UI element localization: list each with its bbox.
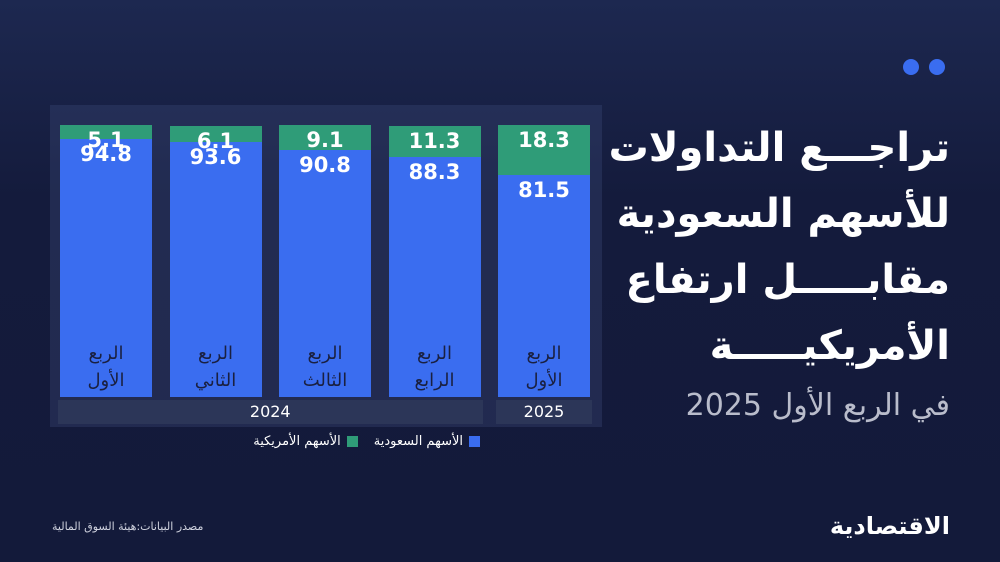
year-band: 2025 bbox=[496, 400, 592, 424]
value-label: 18.3 bbox=[518, 128, 570, 153]
value-label: 9.1 bbox=[306, 128, 344, 152]
category-label: الربع الثاني bbox=[194, 343, 237, 391]
dot bbox=[903, 59, 919, 75]
value-label: 90.8 bbox=[299, 152, 351, 177]
legend-label: الأسهم الأمريكية bbox=[253, 434, 341, 449]
category-label: الربع الثالث bbox=[302, 343, 348, 391]
bar-segment bbox=[498, 125, 590, 176]
bar-segment bbox=[279, 125, 371, 150]
bar-segment bbox=[498, 175, 590, 397]
bar-segment bbox=[60, 125, 152, 139]
category-label: الربع الأول bbox=[87, 343, 125, 391]
value-label: 94.8 bbox=[80, 141, 132, 166]
bar-segment bbox=[60, 138, 152, 397]
legend-item: الأسهم السعودية bbox=[374, 434, 480, 449]
category-label: الربع الأول bbox=[525, 343, 563, 391]
legend-label: الأسهم السعودية bbox=[373, 434, 463, 449]
bar-segment bbox=[169, 125, 262, 143]
legend-item: الأسهم الأمريكية bbox=[253, 434, 358, 449]
legend: الأسهم السعودية الأسهم الأمريكية bbox=[160, 434, 480, 449]
title-line: مقابـــــل ارتفاع bbox=[625, 257, 950, 303]
title: تراجـــع التداولات للأسهم السعودية مقابـــ… bbox=[590, 115, 950, 379]
bar-segment bbox=[169, 142, 262, 397]
dot bbox=[929, 59, 945, 75]
legend-swatch bbox=[346, 436, 358, 447]
title-line: الأمريكيـــــة bbox=[709, 323, 950, 369]
value-label: 88.3 bbox=[408, 159, 461, 184]
category-label: الربع الرابع bbox=[414, 343, 455, 391]
source: مصدر البيانات:هيئة السوق المالية bbox=[52, 520, 204, 533]
value-label: 11.3 bbox=[408, 128, 461, 153]
brand-logo: الاقتصادية bbox=[829, 512, 950, 540]
year-band: 2024 bbox=[58, 400, 483, 424]
bar-segment bbox=[388, 156, 481, 397]
title-line: تراجـــع التداولات bbox=[608, 125, 950, 171]
subtitle: في الربع الأول 2025 bbox=[685, 388, 950, 423]
value-label: 81.5 bbox=[518, 178, 570, 203]
value-label: 6.1 bbox=[196, 128, 235, 153]
legend-swatch bbox=[469, 436, 480, 447]
bar-segment bbox=[388, 125, 481, 157]
value-label: 93.6 bbox=[189, 145, 242, 170]
value-label: 5.1 bbox=[87, 128, 125, 152]
title-line: للأسهم السعودية bbox=[616, 191, 950, 237]
bar-segment bbox=[279, 149, 371, 397]
